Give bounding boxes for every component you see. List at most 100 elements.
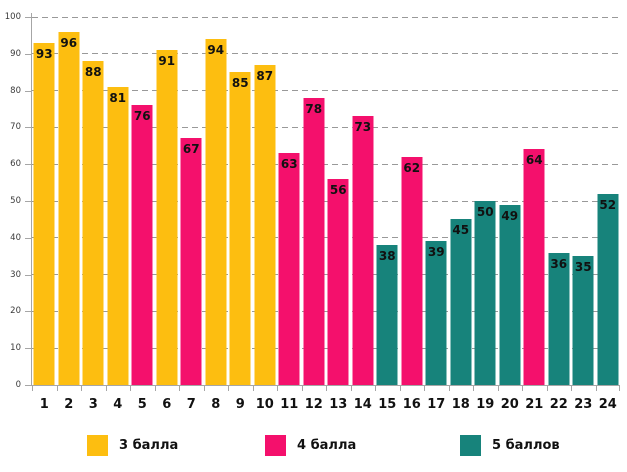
x-tick-mark: [448, 386, 450, 391]
x-tick-label: 5: [137, 397, 147, 412]
bar: 67: [180, 138, 202, 385]
x-tick-mark: [301, 386, 303, 391]
bar-value-label: 38: [378, 249, 396, 264]
x-tick-label: 23: [574, 397, 593, 412]
x-tick-label: 6: [162, 397, 172, 412]
x-axis-line: [27, 385, 620, 386]
bar-value-label: 76: [133, 109, 151, 124]
y-tick-mark: [25, 201, 32, 202]
y-tick-mark: [25, 311, 32, 313]
bar-slot: 93: [32, 17, 57, 385]
y-tick-label: 20: [10, 306, 21, 317]
gridline: [32, 90, 620, 92]
bar-slot: 39: [424, 17, 449, 385]
x-tick-label: 12: [304, 397, 323, 412]
bar-slot: 38: [375, 17, 400, 385]
x-axis-labels: 1 2 3 4 5 6 7 8 9 10 11 12 13 14 15 16 17 18 19 20 21 22 23 24: [32, 397, 620, 412]
x-tick-label: 8: [211, 397, 221, 412]
bar: 78: [303, 97, 325, 385]
bar: 39: [425, 241, 447, 385]
bar-slot: 94: [204, 17, 229, 385]
gridline: [32, 16, 620, 18]
legend-swatch-4-balla: [265, 435, 286, 456]
x-tick-label: 3: [88, 397, 98, 412]
x-tick-label: 21: [525, 397, 544, 412]
x-tick-mark: [252, 386, 254, 391]
bar-slot: 87: [253, 17, 278, 385]
bars: 93 96 88 81 76 91 67 94 85 87 63 78 56 73 38 62 39 45 50 49…: [32, 17, 620, 385]
x-tick-mark: [81, 386, 82, 391]
y-tick-mark: [25, 164, 32, 166]
bar-value-label: 63: [280, 157, 298, 172]
legend: 3 балла 4 балла 5 баллов: [0, 435, 627, 456]
x-tick-label: 14: [353, 397, 372, 412]
y-tick-label: 100: [4, 12, 21, 22]
x-tick-label: 19: [476, 397, 495, 412]
bar: 94: [205, 39, 227, 385]
bar-slot: 56: [326, 17, 351, 385]
bar-value-label: 56: [329, 182, 347, 197]
plot-area: 93 96 88 81 76 91 67 94 85 87 63 78 56 73 38 62 39 45 50 49…: [32, 16, 620, 386]
bar-slot: 35: [571, 17, 596, 385]
bar-slot: 52: [596, 17, 621, 385]
y-tick-label: 0: [15, 380, 21, 390]
y-tick-mark: [25, 127, 32, 129]
bar-value-label: 87: [256, 68, 274, 83]
bar-value-label: 50: [476, 205, 494, 219]
y-tick-label: 60: [10, 159, 21, 170]
bar: 93: [33, 42, 55, 385]
bar-value-label: 67: [182, 142, 200, 157]
bar: 56: [327, 178, 349, 385]
x-tick-mark: [326, 386, 327, 391]
bar: 91: [156, 50, 178, 385]
x-tick-label: 22: [549, 397, 568, 412]
gridline: [32, 163, 620, 165]
x-tick-mark: [277, 386, 278, 391]
x-tick-label: 7: [186, 397, 196, 412]
bar-value-label: 91: [158, 54, 176, 69]
bar-slot: 64: [522, 17, 547, 385]
y-tick-label: 80: [10, 85, 21, 96]
bar-value-label: 35: [574, 260, 592, 275]
x-tick-label: 20: [500, 397, 519, 412]
bar: 36: [548, 252, 570, 385]
gridline: [32, 310, 620, 312]
x-tick-label: 9: [235, 397, 245, 412]
y-tick-mark: [25, 348, 32, 350]
bar-slot: 78: [302, 17, 327, 385]
y-axis-line: [31, 13, 32, 386]
x-tick-label: 13: [329, 397, 348, 412]
y-tick-label: 10: [10, 343, 21, 354]
bar-slot: 76: [130, 17, 155, 385]
gridline: [32, 126, 620, 128]
y-tick-mark: [25, 53, 32, 55]
bar: 45: [450, 219, 472, 385]
bar-slot: 73: [351, 17, 376, 385]
bar-value-label: 78: [305, 101, 323, 116]
bar-slot: 62: [400, 17, 425, 385]
bar: 96: [58, 31, 80, 385]
bar-value-label: 93: [35, 46, 53, 61]
legend-swatch-5-ballov: [460, 435, 481, 456]
x-tick-label: 4: [113, 397, 123, 412]
y-tick-label: 30: [10, 269, 21, 280]
y-tick-mark: [25, 90, 32, 92]
bar-slot: 88: [81, 17, 106, 385]
bar-slot: 96: [57, 17, 82, 385]
x-tick-mark: [56, 386, 58, 391]
y-tick-label: 50: [10, 196, 21, 206]
bar-value-label: 94: [207, 43, 225, 58]
x-tick-label: 1: [39, 397, 49, 412]
bar-slot: 67: [179, 17, 204, 385]
legend-label: 5 баллов: [492, 438, 560, 453]
bar: 49: [499, 204, 521, 385]
gridline: [32, 53, 620, 55]
x-tick-mark: [619, 386, 620, 391]
bar-value-label: 88: [84, 65, 102, 80]
x-tick-label: 18: [451, 397, 470, 412]
x-tick-mark: [399, 386, 401, 391]
x-tick-mark: [130, 386, 131, 391]
bar: 38: [376, 245, 398, 385]
bar: 63: [278, 153, 300, 385]
x-tick-mark: [473, 386, 474, 391]
